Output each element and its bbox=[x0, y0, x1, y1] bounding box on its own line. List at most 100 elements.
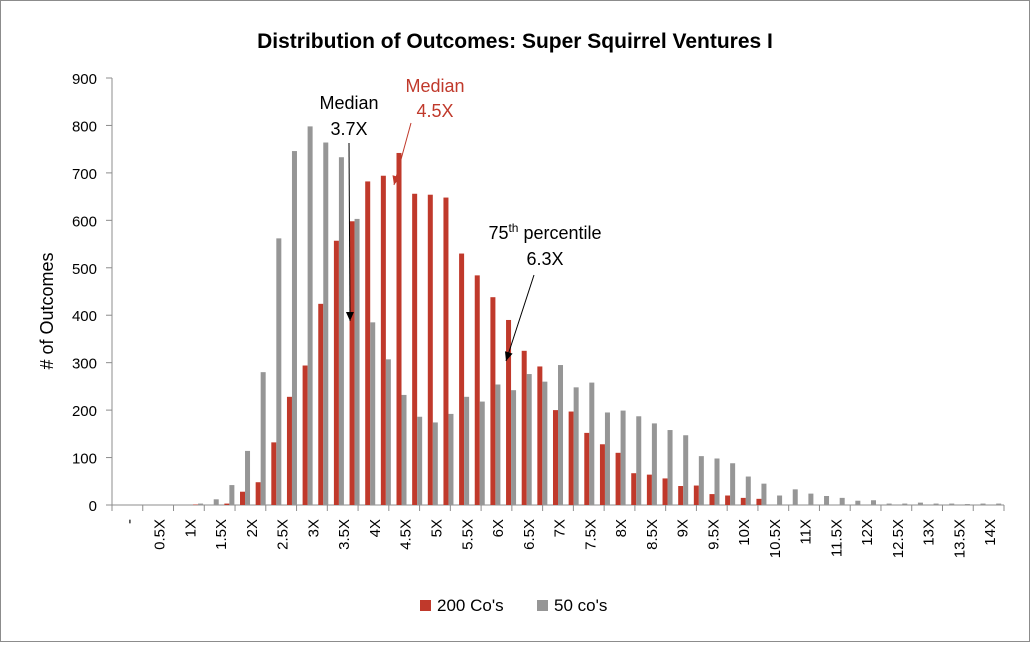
bar-series-2 bbox=[558, 365, 564, 505]
bar-series-1 bbox=[302, 365, 308, 505]
legend-label-1: 200 Co's bbox=[437, 596, 504, 615]
bar-series-1 bbox=[396, 152, 402, 505]
x-tick-label: 3.5X bbox=[336, 519, 353, 550]
x-tick-label: 4X bbox=[367, 519, 384, 537]
annotation-median-3.7-arrow-line bbox=[348, 142, 351, 322]
x-tick-label: 0.5X bbox=[152, 519, 169, 550]
bar-series-1 bbox=[568, 411, 574, 505]
annotation-median-3.7-arrow-head bbox=[345, 311, 354, 321]
bar-series-2 bbox=[996, 503, 1002, 505]
bar-series-1 bbox=[552, 410, 558, 505]
bar-series-2 bbox=[448, 413, 454, 505]
bar-series-1 bbox=[599, 444, 605, 505]
bar-series-1 bbox=[240, 491, 246, 505]
x-tick-label: 5.5X bbox=[459, 519, 476, 550]
bar-series-1 bbox=[756, 498, 762, 505]
x-tick-label: 11.5X bbox=[828, 519, 845, 557]
chart-title: Distribution of Outcomes: Super Squirrel… bbox=[257, 30, 773, 53]
bar-series-1 bbox=[537, 366, 543, 505]
bar-series-1 bbox=[349, 221, 355, 505]
x-tick-label: 6.5X bbox=[521, 519, 538, 550]
x-tick-label: 12X bbox=[859, 519, 876, 546]
bar-series-1 bbox=[615, 452, 621, 505]
bar-series-2 bbox=[917, 502, 923, 505]
y-tick-label: 700 bbox=[72, 166, 97, 183]
bar-series-2 bbox=[636, 416, 642, 505]
bar-series-2 bbox=[949, 503, 955, 505]
bar-series-1 bbox=[725, 495, 731, 505]
bar-series-1 bbox=[318, 303, 324, 505]
y-tick-label: 100 bbox=[72, 451, 97, 468]
x-tick-label: 7.5X bbox=[582, 519, 599, 550]
x-tick-label: 6X bbox=[490, 519, 507, 537]
x-tick-label: 13.5X bbox=[951, 519, 968, 558]
bar-series-2 bbox=[291, 151, 297, 505]
annotation-median-4.5-arrow-head bbox=[392, 175, 401, 185]
legend: 200 Co's 50 co's bbox=[420, 596, 607, 615]
bar-series-2 bbox=[604, 412, 610, 505]
annotation-p75-value: 6.3X bbox=[526, 249, 563, 269]
bar-series-2 bbox=[870, 500, 876, 505]
x-tick-label: 12.5X bbox=[890, 519, 907, 558]
x-tick-label: 11X bbox=[798, 519, 815, 545]
x-tick-label: 10X bbox=[736, 519, 753, 546]
bar-series-2 bbox=[933, 503, 939, 505]
x-tick-label: 8.5X bbox=[644, 519, 661, 550]
bar-series-2 bbox=[495, 384, 501, 505]
annotation-median-4.5-title: Median bbox=[405, 76, 464, 96]
bar-series-2 bbox=[808, 493, 814, 505]
annotation-median-3.7-title: Median bbox=[319, 93, 378, 113]
x-tick-label: 13X bbox=[921, 519, 938, 546]
x-tick-label: 2X bbox=[244, 519, 261, 537]
bar-series-1 bbox=[443, 197, 449, 505]
annotation-median-4.5-value: 4.5X bbox=[416, 101, 453, 121]
bar-series-2 bbox=[464, 396, 470, 505]
annotation-p75-title: 75th percentile bbox=[488, 221, 601, 243]
x-tick-label: - bbox=[121, 519, 138, 524]
bar-series-2 bbox=[245, 450, 251, 505]
bar-series-2 bbox=[511, 390, 517, 505]
bar-series-2 bbox=[307, 126, 313, 505]
annotation-median-4.5-arrow-line bbox=[393, 122, 412, 186]
y-tick-label: 900 bbox=[72, 71, 97, 88]
bar-series-2 bbox=[980, 503, 986, 505]
bar-series-1 bbox=[740, 497, 746, 505]
legend-label-2: 50 co's bbox=[554, 596, 607, 615]
annotation-p75-arrow-head bbox=[504, 351, 513, 361]
bar-series-2 bbox=[229, 485, 235, 505]
bar-series-2 bbox=[698, 456, 704, 505]
bar-series-1 bbox=[224, 503, 230, 505]
x-tick-label: 7X bbox=[552, 519, 569, 537]
bar-series-2 bbox=[354, 218, 360, 505]
x-tick-label: 5X bbox=[429, 519, 446, 537]
bar-series-1 bbox=[333, 240, 339, 506]
bar-series-2 bbox=[213, 499, 219, 505]
bar-series-1 bbox=[380, 175, 386, 506]
bar-series-1 bbox=[693, 485, 699, 505]
bar-series-1 bbox=[521, 350, 527, 505]
bar-series-2 bbox=[714, 458, 720, 505]
bar-series-2 bbox=[385, 359, 391, 505]
y-tick-label: 0 bbox=[89, 498, 97, 515]
bar-series-1 bbox=[365, 181, 371, 505]
bar-series-2 bbox=[964, 504, 970, 505]
bar-series-2 bbox=[479, 401, 485, 505]
annotation-median-3.7-value: 3.7X bbox=[330, 119, 367, 139]
bar-series-2 bbox=[730, 463, 736, 505]
bar-series-1 bbox=[474, 275, 480, 505]
bar-series-2 bbox=[886, 503, 892, 505]
y-tick-label: 600 bbox=[72, 213, 97, 230]
bar-series-2 bbox=[276, 238, 282, 505]
x-tick-label: 1X bbox=[182, 519, 199, 537]
bar-series-2 bbox=[902, 503, 908, 505]
bar-series-2 bbox=[839, 497, 845, 505]
legend-swatch-2 bbox=[537, 600, 548, 611]
bar-series-2 bbox=[526, 374, 532, 505]
bar-series-1 bbox=[490, 297, 496, 505]
bar-series-1 bbox=[646, 474, 652, 505]
bar-series-2 bbox=[761, 483, 767, 505]
x-tick-label: 2.5X bbox=[275, 519, 292, 550]
y-axis-label: # of Outcomes bbox=[37, 252, 57, 369]
